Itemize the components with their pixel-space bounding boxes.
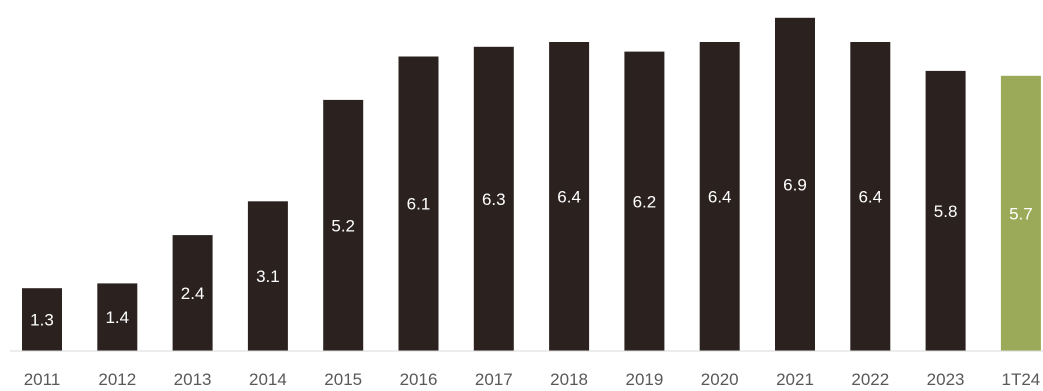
data-label-2021: 6.9 [783,175,807,194]
data-label-2014: 3.1 [256,267,280,286]
data-label-2011: 1.3 [30,311,54,330]
bar-2018 [549,42,590,351]
bar-2020 [699,42,740,351]
x-tick-label-2022: 2022 [851,370,889,389]
x-tick-label-2015: 2015 [324,370,362,389]
bar-2012 [97,283,138,351]
data-label-2016: 6.1 [407,195,431,214]
bar-2014 [247,201,288,351]
bar-2013 [172,235,213,351]
data-label-2015: 5.2 [331,217,355,236]
bar-2019 [624,51,665,351]
bar-2017 [473,46,514,352]
bar-2022 [850,42,891,351]
data-label-2013: 2.4 [181,284,205,303]
x-tick-label-2011: 2011 [24,370,61,389]
data-label-2020: 6.4 [708,188,732,207]
data-label-2019: 6.2 [633,192,657,211]
x-tick-label-2023: 2023 [927,370,965,389]
x-tick-label-2013: 2013 [174,370,212,389]
bar-2023 [925,70,966,352]
x-tick-label-2019: 2019 [625,370,663,389]
data-label-2017: 6.3 [482,190,506,209]
data-label-2012: 1.4 [105,308,129,327]
bar-2011 [22,288,62,351]
x-tick-label-2017: 2017 [475,370,513,389]
x-tick-label-2016: 2016 [400,370,438,389]
x-tick-label-2021: 2021 [776,370,814,389]
x-tick-label-2018: 2018 [550,370,588,389]
bars-group: 1.3 1.4 2.4 3.1 5.2 6.1 6.3 6.4 6.2 6.4 6.9 6.4 5.8 5… [22,17,1041,352]
x-tick-label-2014: 2014 [249,370,287,389]
bar-2016 [398,56,439,351]
data-label-2018: 6.4 [557,188,581,207]
x-tick-label-2020: 2020 [701,370,739,389]
bar-2021 [775,17,815,352]
bar-1T24 [1000,75,1041,352]
x-tick-labels: 2011 2012 2013 2014 2015 2016 2017 2018 2019 2020… [24,370,1041,389]
bar-2015 [323,99,364,352]
data-label-2022: 6.4 [858,188,882,207]
data-label-1T24: 5.7 [1009,204,1033,223]
data-label-2023: 5.8 [934,202,958,221]
x-tick-label-2012: 2012 [98,370,136,389]
x-tick-label-1T24: 1T24 [1002,370,1041,389]
